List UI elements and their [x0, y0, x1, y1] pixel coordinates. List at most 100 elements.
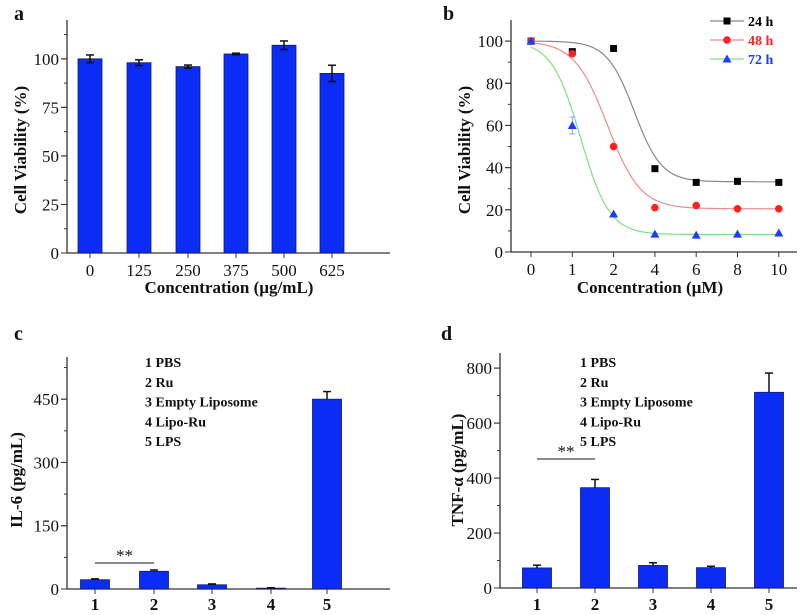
bar-1 — [522, 567, 552, 589]
bar-500 — [271, 44, 297, 254]
panel-label-c: c — [14, 323, 23, 345]
series-72h — [526, 36, 784, 239]
fit-curve — [531, 40, 779, 183]
triangle-marker — [733, 229, 742, 238]
legend-label: 24 h — [748, 15, 774, 30]
legend-entry: 3 Empty Liposome — [580, 396, 693, 411]
legend-entry: 5 LPS — [145, 435, 181, 450]
legend-entry: 3 Empty Liposome — [145, 396, 258, 411]
significance-label: ** — [116, 546, 133, 565]
square-marker — [734, 177, 741, 185]
error-bar — [649, 561, 657, 566]
circle-marker — [733, 204, 742, 213]
x-tick-label: 3 — [649, 595, 658, 614]
y-tick-label: 25 — [42, 195, 59, 214]
x-axis-title: Concentration (µg/mL) — [145, 278, 314, 297]
legend-label: 48 h — [748, 34, 774, 49]
y-axis-title: TNF-α (pg/mL) — [448, 414, 467, 527]
error-bar — [232, 52, 240, 56]
y-tick-label: 40 — [486, 159, 503, 178]
triangle-marker — [722, 54, 732, 63]
y-tick-label: 0 — [495, 243, 504, 262]
legend-entry: 4 Lipo-Ru — [580, 415, 641, 430]
x-tick-label: 5 — [765, 595, 774, 614]
series-24h — [527, 37, 783, 186]
error-bar — [765, 372, 773, 393]
x-tick-label: 4 — [651, 260, 660, 279]
bar-3 — [638, 565, 668, 589]
circle-marker — [692, 201, 700, 210]
error-bar — [328, 64, 336, 83]
bar-250 — [175, 66, 201, 254]
error-bar — [280, 40, 288, 51]
y-tick-label: 400 — [467, 469, 493, 488]
significance-label: ** — [558, 442, 575, 461]
y-tick-label: 0 — [51, 244, 60, 263]
legend-entry: 48 h — [710, 34, 774, 49]
panel-c: 0 150 300 450 1 2 3 4 5 IL-6 (pg/mL) ** 1 PBS 2 Ru 3 … — [7, 356, 390, 614]
panel-label-d: d — [441, 323, 452, 345]
circle-marker — [651, 203, 659, 212]
triangle-marker — [691, 230, 701, 239]
error-bar — [533, 564, 541, 568]
x-axis-title: Concentration (µM) — [577, 278, 723, 297]
y-axis-title: IL-6 (pg/mL) — [7, 432, 26, 528]
legend-entry: 1 PBS — [580, 356, 616, 371]
square-marker — [610, 44, 618, 52]
y-tick-label: 0 — [51, 580, 60, 599]
y-tick-label: 100 — [478, 32, 504, 51]
y-tick-label: 80 — [486, 74, 503, 93]
triangle-marker — [774, 228, 784, 237]
x-tick-label: 6 — [692, 260, 701, 279]
error-bar — [86, 54, 94, 64]
error-bar — [91, 578, 99, 580]
bar-5 — [312, 398, 342, 590]
error-bar — [707, 565, 715, 568]
series-48h — [527, 37, 783, 213]
y-tick-label: 450 — [34, 390, 60, 409]
x-tick-label: 0 — [86, 261, 95, 280]
error-bar — [323, 390, 331, 400]
bar-2 — [139, 570, 169, 590]
triangle-marker — [609, 209, 619, 218]
square-marker — [692, 178, 700, 186]
legend-entry: 5 LPS — [580, 435, 616, 450]
y-tick-label: 800 — [467, 359, 493, 378]
y-axis-title: Cell Viability (%) — [455, 86, 474, 214]
bar-125 — [126, 62, 152, 254]
y-tick-label: 300 — [34, 453, 60, 472]
x-tick-label: 4 — [707, 595, 716, 614]
y-tick-label: 60 — [486, 116, 503, 135]
square-marker — [775, 178, 783, 186]
x-tick-label: 125 — [126, 261, 152, 280]
y-tick-label: 75 — [42, 98, 59, 117]
x-tick-label: 3 — [208, 595, 217, 614]
x-tick-label: 0 — [527, 260, 536, 279]
x-tick-label: 250 — [175, 261, 201, 280]
triangle-marker — [567, 120, 577, 129]
legend-entry: 72 h — [710, 53, 774, 68]
x-tick-label: 1 — [91, 595, 100, 614]
panel-label-a: a — [14, 3, 24, 25]
triangle-marker — [650, 229, 660, 238]
x-tick-label: 5 — [323, 595, 332, 614]
circle-marker — [609, 142, 618, 151]
y-axis-title: Cell Viability (%) — [11, 86, 30, 214]
panel-d: 0 200 400 600 800 1 2 3 4 5 TNF-α (pg/mL) ** 1 PBS 2 … — [448, 353, 797, 614]
x-tick-label: 8 — [733, 260, 742, 279]
x-tick-label: 375 — [223, 261, 249, 280]
bar-3 — [197, 584, 227, 590]
legend-entry: 24 h — [710, 15, 774, 30]
circle-marker — [568, 49, 577, 58]
x-tick-label: 2 — [609, 260, 618, 279]
fit-curve — [530, 42, 779, 210]
bar-625 — [319, 72, 345, 254]
square-marker — [723, 17, 731, 25]
legend-entry: 2 Ru — [145, 376, 174, 391]
bar-1 — [80, 579, 110, 590]
error-bar — [591, 478, 599, 488]
error-bar — [150, 569, 158, 572]
error-bar — [184, 64, 192, 69]
y-tick-label: 600 — [467, 414, 493, 433]
